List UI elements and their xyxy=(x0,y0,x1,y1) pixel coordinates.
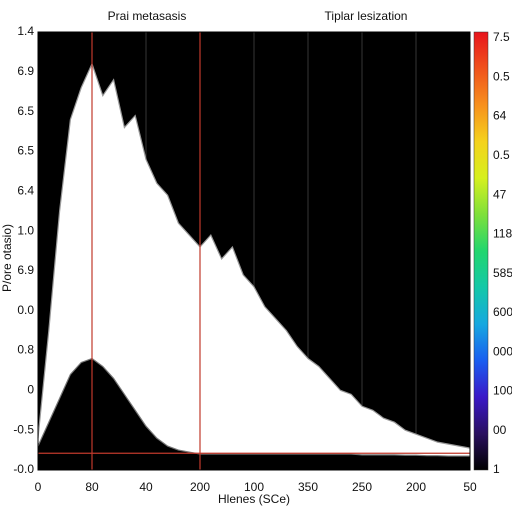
x-tick-label: 200 xyxy=(406,480,426,494)
colorbar-label: 0.5 xyxy=(493,148,510,162)
area-edge xyxy=(37,62,471,449)
colorbar-label: 585 xyxy=(493,266,512,280)
y-tick-label: 6.9 xyxy=(17,263,34,277)
y-tick-label: 6.5 xyxy=(17,144,34,158)
y-tick-label: 6.5 xyxy=(17,104,34,118)
y-tick-label: 0 xyxy=(27,383,34,397)
y-tick-label: 6.4 xyxy=(17,183,34,197)
x-tick-label: 250 xyxy=(352,480,372,494)
area-edge xyxy=(37,357,470,457)
colorbar-label: 0.5 xyxy=(493,69,510,83)
y-tick-label: 1.0 xyxy=(17,223,34,237)
colorbar-label: 64 xyxy=(493,109,507,123)
y-tick-label: -0.5 xyxy=(13,422,34,436)
y-tick-label: 0.0 xyxy=(17,303,34,317)
colorbar-label: 1 xyxy=(493,462,500,476)
colorbar xyxy=(473,31,489,471)
x-tick-label: 40 xyxy=(139,480,153,494)
y-axis-label: P/ore otasio) xyxy=(0,224,14,292)
x-tick-label: 80 xyxy=(85,480,99,494)
y-tick-label: 0.8 xyxy=(17,343,34,357)
x-tick-label: 350 xyxy=(298,480,318,494)
x-tick-label: 50 xyxy=(463,480,477,494)
y-tick-label: 1.4 xyxy=(17,24,34,38)
colorbar-label: 47 xyxy=(493,187,507,201)
colorbar-label: 000 xyxy=(493,344,512,358)
title-right: Tiplar lesization xyxy=(325,9,408,23)
x-tick-label: 0 xyxy=(35,480,42,494)
y-tick-label: -0.0 xyxy=(13,462,34,476)
colorbar-label: 7.5 xyxy=(493,30,510,44)
x-tick-label: 100 xyxy=(244,480,264,494)
colorbar-label: 100 xyxy=(493,384,512,398)
area xyxy=(38,63,470,470)
colorbar-label: 600 xyxy=(493,305,512,319)
plot-frame xyxy=(37,31,471,471)
y-tick-label: 6.9 xyxy=(17,64,34,78)
title-left: Prai metasasis xyxy=(108,9,187,23)
colorbar-label: 118 xyxy=(493,227,512,241)
area xyxy=(38,358,470,470)
colorbar-label: 00 xyxy=(493,423,507,437)
x-axis-label: Hlenes (SCe) xyxy=(218,492,290,506)
x-tick-label: 200 xyxy=(190,480,210,494)
